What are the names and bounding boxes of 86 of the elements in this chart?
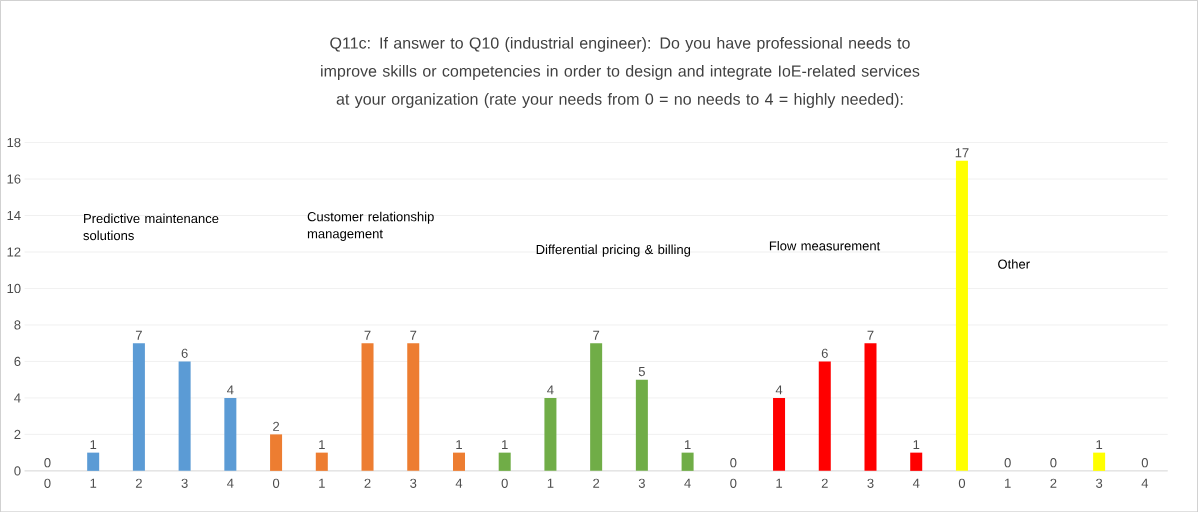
bar (498, 452, 511, 471)
x-tick-label: 2 (135, 478, 142, 488)
bar (681, 452, 694, 471)
data-label: 2 (273, 421, 280, 431)
y-tick-label: 2 (14, 429, 21, 439)
x-tick-label: 1 (1005, 478, 1011, 488)
y-tick-label: 4 (14, 393, 21, 403)
data-label: 4 (775, 385, 783, 395)
x-tick-label: 2 (821, 478, 828, 488)
bar (407, 343, 420, 471)
x-tick-label: 0 (958, 478, 966, 488)
data-label: 7 (867, 330, 874, 340)
data-label: 4 (547, 385, 554, 395)
x-tick-label: 3 (410, 478, 417, 488)
annotation: Predictive maintenance solutions (83, 213, 219, 240)
y-tick-label: 8 (14, 320, 21, 330)
bar (635, 379, 648, 471)
x-tick-label: 2 (364, 478, 371, 488)
y-tick-label: 16 (7, 174, 21, 184)
data-label: 5 (638, 366, 645, 376)
data-label: 1 (1096, 439, 1103, 449)
annotation: Flow measurement (769, 240, 881, 251)
data-label: 17 (955, 148, 969, 158)
data-label: 1 (684, 439, 691, 449)
x-tick-label: 3 (638, 478, 645, 488)
annotation: Differential pricing & billing (536, 244, 691, 257)
data-label: 4 (227, 385, 234, 395)
bar (224, 397, 237, 471)
bar (818, 361, 831, 471)
x-tick-label: 2 (1050, 478, 1057, 488)
x-tick-label: 4 (912, 478, 920, 488)
chart-title: Q11c: If answer to Q10 (industrial engineer): Do you have professional needs to improve skills or competencies in order to design and integrate IoE-related services at your organization (rate your needs from 0 = no needs to 4 = highly needed): (321, 36, 920, 108)
data-label: 7 (410, 330, 417, 340)
data-label: 6 (821, 348, 828, 358)
data-label: 0 (1004, 457, 1011, 468)
bar (1093, 452, 1106, 471)
data-label: 7 (593, 330, 600, 340)
bar (315, 452, 328, 471)
bar (87, 452, 100, 471)
x-tick-label: 0 (501, 478, 508, 488)
bar (590, 343, 603, 471)
y-tick-label: 10 (7, 283, 21, 293)
data-label: 1 (502, 439, 508, 449)
x-tick-label: 1 (776, 478, 783, 488)
data-label: 1 (90, 439, 97, 449)
y-tick-label: 12 (7, 247, 21, 257)
x-tick-label: 0 (730, 478, 737, 488)
bar (178, 361, 191, 471)
data-label: 6 (181, 348, 188, 358)
data-label: 0 (1141, 457, 1148, 468)
y-tick-label: 6 (14, 356, 21, 366)
data-label: 1 (913, 439, 920, 449)
data-label: 7 (364, 330, 371, 340)
bar (270, 434, 283, 471)
data-label: 1 (456, 439, 462, 449)
x-tick-label: 2 (593, 478, 600, 488)
y-tick-label: 18 (7, 137, 21, 147)
bar (452, 452, 465, 471)
data-label: 7 (135, 330, 142, 340)
x-tick-label: 4 (684, 478, 691, 488)
x-tick-label: 0 (44, 478, 51, 488)
data-label: 0 (44, 457, 51, 468)
y-tick-label: 0 (14, 466, 21, 476)
data-label: 0 (730, 457, 737, 468)
x-tick-label: 4 (455, 478, 463, 488)
bar (955, 160, 968, 471)
x-tick-label: 3 (867, 478, 874, 488)
x-tick-label: 3 (1096, 478, 1103, 488)
data-label: 1 (319, 439, 325, 449)
bar (773, 397, 786, 471)
annotation: Customer relationship management (307, 211, 434, 241)
x-tick-label: 3 (181, 478, 188, 488)
x-tick-label: 1 (319, 478, 325, 488)
bar (544, 397, 557, 471)
y-tick-label: 14 (7, 210, 21, 220)
bar (910, 452, 923, 471)
bar (132, 343, 145, 471)
x-tick-label: 0 (272, 478, 280, 488)
bar (361, 343, 374, 471)
x-tick-label: 4 (227, 478, 234, 488)
annotation: Other (998, 259, 1030, 269)
x-tick-label: 1 (547, 478, 554, 488)
data-label: 0 (1050, 457, 1057, 468)
x-tick-label: 1 (90, 478, 97, 488)
bar (864, 343, 877, 471)
x-tick-label: 4 (1141, 478, 1149, 488)
